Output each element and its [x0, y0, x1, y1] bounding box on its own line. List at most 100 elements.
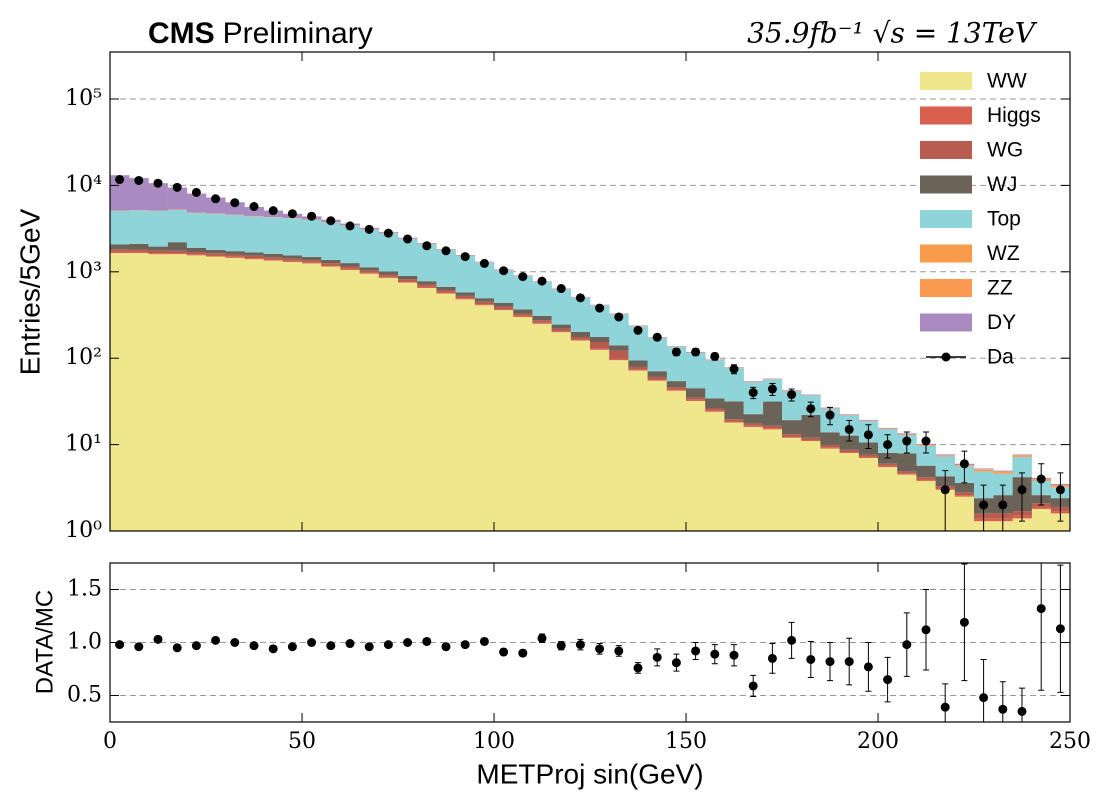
stack-bar [186, 193, 207, 213]
stack-bar [647, 379, 668, 381]
x-tick-label: 150 [665, 729, 707, 754]
stack-bar [628, 366, 648, 370]
stack-bar [705, 411, 725, 531]
x-tick-label: 100 [473, 729, 515, 754]
data-point [249, 201, 259, 211]
y-tick-label: 10⁴ [65, 172, 102, 197]
stack-bar [762, 401, 783, 426]
ratio-point [710, 649, 720, 659]
stack-bar [609, 314, 629, 346]
stack-bar [398, 282, 418, 531]
data-point [979, 500, 989, 510]
stack-bar [724, 419, 744, 422]
stack-bar [916, 477, 936, 480]
stack-bar [858, 454, 879, 457]
stack-bar [570, 339, 591, 341]
data-point [998, 500, 1008, 510]
ratio-point [153, 634, 163, 644]
data-point [383, 228, 393, 238]
ratio-point [575, 640, 585, 650]
stack-bar [686, 388, 706, 398]
ratio-point [268, 644, 278, 654]
stack-bar [513, 315, 533, 317]
status: Preliminary [223, 17, 373, 50]
stack-bar [494, 270, 514, 303]
error-bar [1019, 472, 1025, 522]
stack-bar [148, 250, 168, 254]
stack-bar [743, 426, 764, 531]
stack-bar [110, 244, 130, 250]
stack-bar [417, 281, 437, 285]
stack-bar [513, 316, 533, 531]
stack-bar [167, 187, 188, 210]
data-point [595, 303, 605, 313]
stack-bar [724, 421, 744, 423]
ratio-point [595, 644, 605, 654]
stack-bar [916, 445, 936, 466]
ratio-point [633, 663, 643, 673]
error-bar [1038, 563, 1045, 691]
ratio-point [479, 636, 489, 646]
stack-bar [263, 259, 284, 261]
stack-bar [839, 449, 860, 453]
ratio-point [230, 638, 240, 647]
stack-bar [666, 387, 687, 390]
stack-bar [878, 465, 898, 468]
stack-bar [724, 368, 744, 402]
stack-bar [570, 297, 591, 333]
stack-bar [705, 408, 725, 411]
stack-bar [743, 414, 764, 424]
data-point [403, 234, 413, 244]
stack-bar [647, 338, 668, 372]
stack-bar [801, 394, 821, 396]
stack-bar [340, 263, 360, 267]
stack-bar [974, 469, 994, 470]
stack-bar [263, 257, 284, 260]
stack-bar [590, 348, 610, 350]
lumi-label: 35.9fb⁻¹ √s = 13TeV [747, 17, 1038, 50]
stack-bar [839, 414, 860, 416]
stack-bar [398, 239, 418, 276]
stack-bar [148, 254, 168, 531]
stack-bar [436, 293, 456, 531]
stack-bar [455, 299, 476, 531]
legend-label: Da [987, 346, 1014, 369]
stack-bar [206, 197, 226, 214]
ratio-point [403, 638, 413, 647]
stack-bar [551, 331, 572, 333]
data-point [326, 216, 336, 226]
ratio-point [729, 650, 739, 660]
axes-frame [109, 51, 1071, 532]
stack-bar [148, 210, 168, 247]
stack-bar [167, 209, 188, 243]
stack-bar [186, 254, 207, 256]
stack-bar [398, 281, 418, 283]
stack-bar [244, 206, 264, 216]
ratio-point [940, 702, 950, 712]
stack-bar [647, 371, 668, 377]
legend-swatch [920, 279, 972, 297]
ratio-plot-area [110, 563, 1070, 722]
data-point [230, 198, 240, 208]
ratio-point [134, 642, 144, 652]
x-tick-label: 250 [1049, 729, 1091, 754]
stack-bar [820, 432, 840, 445]
stack-bar [878, 467, 898, 531]
error-bar [1057, 472, 1064, 522]
stack-bar [321, 265, 341, 267]
stack-bar [206, 249, 226, 254]
stack-bar [609, 350, 629, 359]
stack-bar [916, 480, 936, 531]
stack-bar [801, 440, 821, 442]
stack-bar [993, 470, 1013, 472]
stack-bar [590, 342, 610, 349]
data-point [499, 266, 509, 276]
stack-bar [110, 253, 130, 531]
legend-label: Top [987, 208, 1021, 231]
ratio-point [191, 641, 201, 651]
stack-bar [244, 216, 264, 253]
ratio-point [959, 617, 969, 627]
stack-bar [532, 282, 552, 316]
data-point [268, 206, 278, 216]
